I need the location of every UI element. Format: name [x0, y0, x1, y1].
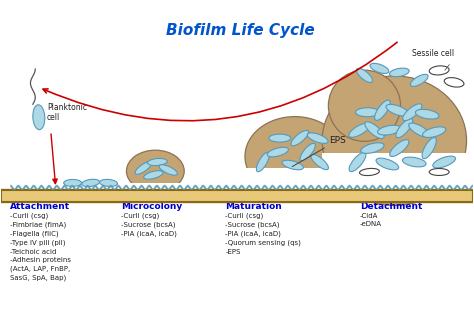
- Text: EPS: EPS: [292, 136, 346, 166]
- Ellipse shape: [370, 63, 389, 73]
- Ellipse shape: [374, 100, 390, 120]
- Ellipse shape: [356, 108, 379, 117]
- Ellipse shape: [269, 134, 291, 142]
- FancyArrowPatch shape: [43, 42, 397, 121]
- Ellipse shape: [390, 68, 409, 77]
- Ellipse shape: [433, 156, 456, 168]
- Ellipse shape: [100, 179, 118, 187]
- Ellipse shape: [33, 105, 45, 130]
- Bar: [1, 190, 473, 202]
- Ellipse shape: [291, 130, 309, 146]
- Text: Sessile cell: Sessile cell: [412, 50, 454, 58]
- Text: Biofilm Life Cycle: Biofilm Life Cycle: [165, 23, 314, 38]
- Ellipse shape: [127, 150, 184, 192]
- Ellipse shape: [349, 152, 366, 172]
- Ellipse shape: [361, 143, 384, 153]
- Ellipse shape: [64, 180, 82, 186]
- Bar: [1, 190, 473, 202]
- Ellipse shape: [378, 125, 401, 135]
- Ellipse shape: [256, 152, 269, 172]
- Ellipse shape: [328, 70, 401, 141]
- Ellipse shape: [356, 68, 373, 82]
- Ellipse shape: [386, 105, 409, 116]
- Ellipse shape: [245, 117, 345, 196]
- Ellipse shape: [403, 104, 422, 121]
- Ellipse shape: [159, 165, 177, 175]
- Bar: [1, 190, 473, 202]
- Ellipse shape: [82, 179, 100, 187]
- Ellipse shape: [349, 123, 370, 137]
- Ellipse shape: [390, 140, 409, 156]
- Text: -Curli (csg)
-Sucrose (bcsA)
-PIA (icaA, icaD)
-Quorum sensing (qs)
-EPS: -Curli (csg) -Sucrose (bcsA) -PIA (icaA,…: [225, 213, 301, 255]
- Ellipse shape: [365, 122, 384, 139]
- Text: Attachment: Attachment: [10, 202, 71, 211]
- Ellipse shape: [147, 158, 167, 165]
- Ellipse shape: [307, 133, 328, 143]
- Ellipse shape: [409, 123, 430, 137]
- Text: -CidA
-eDNA: -CidA -eDNA: [360, 213, 382, 227]
- Text: -Curli (csg)
-Sucrose (bcsA)
-PIA (icaA, icaD): -Curli (csg) -Sucrose (bcsA) -PIA (icaA,…: [121, 213, 177, 237]
- Ellipse shape: [282, 160, 303, 170]
- Text: Planktonic
cell: Planktonic cell: [47, 103, 87, 122]
- Bar: [322, 153, 474, 203]
- Bar: [1, 190, 473, 202]
- Ellipse shape: [135, 161, 152, 175]
- Bar: [243, 169, 346, 203]
- Ellipse shape: [396, 119, 413, 138]
- Text: Microcolony: Microcolony: [121, 202, 182, 211]
- Ellipse shape: [402, 157, 426, 167]
- Bar: [125, 183, 186, 203]
- Ellipse shape: [144, 171, 163, 179]
- Ellipse shape: [311, 154, 328, 170]
- Text: -Curli (csg)
-Fimbriae (fimA)
-Flagella (fliC)
-Type IV pili (pil)
-Teichoic aci: -Curli (csg) -Fimbriae (fimA) -Flagella …: [10, 213, 72, 281]
- Ellipse shape: [423, 127, 446, 137]
- Ellipse shape: [429, 169, 449, 176]
- Ellipse shape: [422, 137, 437, 159]
- Ellipse shape: [415, 109, 439, 119]
- Text: Maturation: Maturation: [225, 202, 282, 211]
- Ellipse shape: [429, 66, 449, 75]
- Ellipse shape: [300, 143, 315, 161]
- Ellipse shape: [376, 158, 399, 170]
- Ellipse shape: [322, 76, 466, 205]
- Ellipse shape: [267, 147, 289, 157]
- Text: Detachment: Detachment: [360, 202, 422, 211]
- Ellipse shape: [444, 78, 464, 87]
- Ellipse shape: [410, 74, 428, 86]
- Ellipse shape: [359, 169, 379, 176]
